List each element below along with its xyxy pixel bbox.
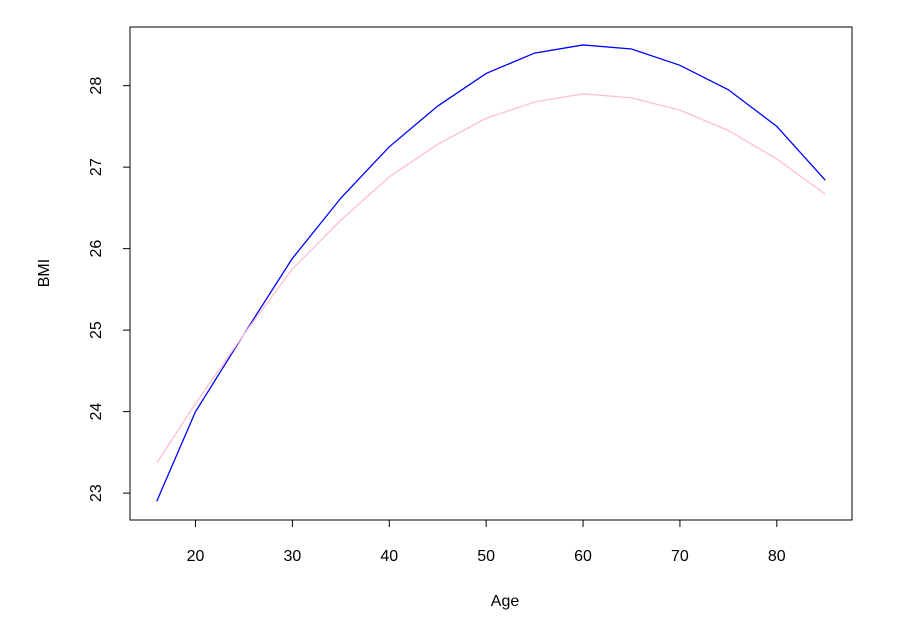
x-tick-label: 80 xyxy=(768,548,786,565)
y-tick-label: 24 xyxy=(88,403,105,421)
y-axis-label: BMI xyxy=(36,259,53,287)
line-series xyxy=(156,93,826,464)
line-series xyxy=(156,44,826,502)
x-tick-label: 50 xyxy=(477,548,495,565)
y-tick-label: 27 xyxy=(88,158,105,176)
x-tick-label: 40 xyxy=(380,548,398,565)
x-tick-label: 20 xyxy=(187,548,205,565)
y-tick-label: 23 xyxy=(88,484,105,502)
y-tick-label: 25 xyxy=(88,321,105,339)
x-tick-label: 60 xyxy=(574,548,592,565)
y-tick-label: 26 xyxy=(88,240,105,258)
x-axis-label: Age xyxy=(491,593,520,610)
x-tick-label: 70 xyxy=(671,548,689,565)
y-tick-label: 28 xyxy=(88,77,105,95)
x-tick-label: 30 xyxy=(283,548,301,565)
